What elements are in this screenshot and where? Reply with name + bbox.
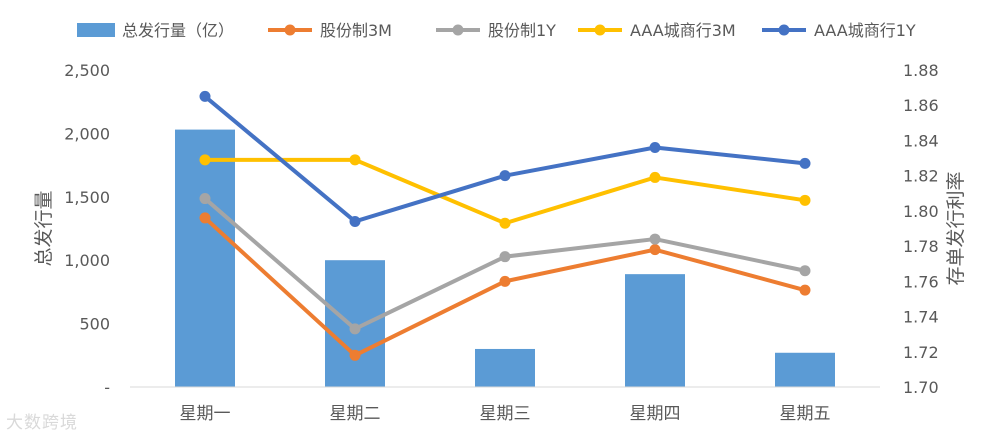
right-tick-label: 1.82 [903,167,939,186]
data-point [349,323,361,335]
legend-swatch-marker [452,24,464,36]
legend-swatch-marker [778,24,790,36]
x-tick-label: 星期五 [780,404,831,424]
right-tick-label: 1.88 [903,61,939,80]
line-series-1 [199,193,811,335]
data-point [799,157,811,169]
bar-星期四 [625,274,685,387]
left-tick-label: 1,000 [64,251,110,270]
right-tick-label: 1.74 [903,308,939,327]
data-point [649,233,661,245]
legend-label: AAA城商行3M [630,21,736,40]
legend-label: 股份制1Y [488,21,556,40]
line-series-0 [199,212,811,361]
left-axis: - 500 1,000 1,500 2,000 2,500 总发行量 [33,61,110,397]
x-tick-label: 星期一 [180,404,231,424]
right-tick-label: 1.72 [903,343,939,362]
bar-星期三 [475,348,535,387]
data-point [199,90,211,102]
data-point [799,194,811,206]
left-tick-label: 1,500 [64,188,110,207]
legend: 总发行量（亿） 股份制3M 股份制1Y AAA城商行3M AAA城商行1Y [77,21,916,40]
bar-series [175,129,835,387]
x-tick-label: 星期四 [630,404,681,424]
data-point [799,284,811,296]
left-axis-title: 总发行量 [33,190,55,266]
legend-label: AAA城商行1Y [814,21,916,40]
right-axis: 1.70 1.72 1.74 1.76 1.78 1.80 1.82 1.84 1.86 1.88… [903,61,967,397]
data-point [499,251,511,263]
x-tick-label: 星期二 [330,404,381,424]
legend-label: 股份制3M [320,21,392,40]
right-tick-label: 1.86 [903,96,939,115]
legend-swatch-bar [77,23,115,37]
data-point [349,154,361,166]
data-point [199,154,211,166]
data-point [649,141,661,153]
data-point [499,170,511,182]
left-tick-label: - [104,378,110,397]
data-point [349,349,361,361]
left-tick-label: 2,500 [64,61,110,80]
left-tick-label: 500 [79,315,110,334]
left-tick-label: 2,000 [64,124,110,143]
data-point [349,215,361,227]
bar-星期一 [175,129,235,387]
data-point [199,212,211,224]
data-point [499,275,511,287]
data-point [799,265,811,277]
bar-星期五 [775,352,835,387]
right-tick-label: 1.80 [903,202,939,221]
x-axis: 星期一 星期二 星期三 星期四 星期五 [130,386,880,424]
right-tick-label: 1.78 [903,237,939,256]
data-point [499,217,511,229]
right-tick-label: 1.70 [903,378,939,397]
right-axis-title: 存单发行利率 [945,171,967,285]
line-series-3 [199,90,811,227]
line-series-2 [199,154,811,229]
legend-label: 总发行量（亿） [122,21,234,40]
data-point [649,244,661,256]
data-point [199,193,211,205]
right-tick-label: 1.84 [903,131,939,150]
legend-swatch-marker [594,24,606,36]
line-series-group [199,90,811,361]
x-tick-label: 星期三 [480,404,531,424]
data-point [649,171,661,183]
legend-swatch-marker [284,24,296,36]
watermark-logo: 大数跨境 [6,413,78,433]
right-tick-label: 1.76 [903,272,939,291]
